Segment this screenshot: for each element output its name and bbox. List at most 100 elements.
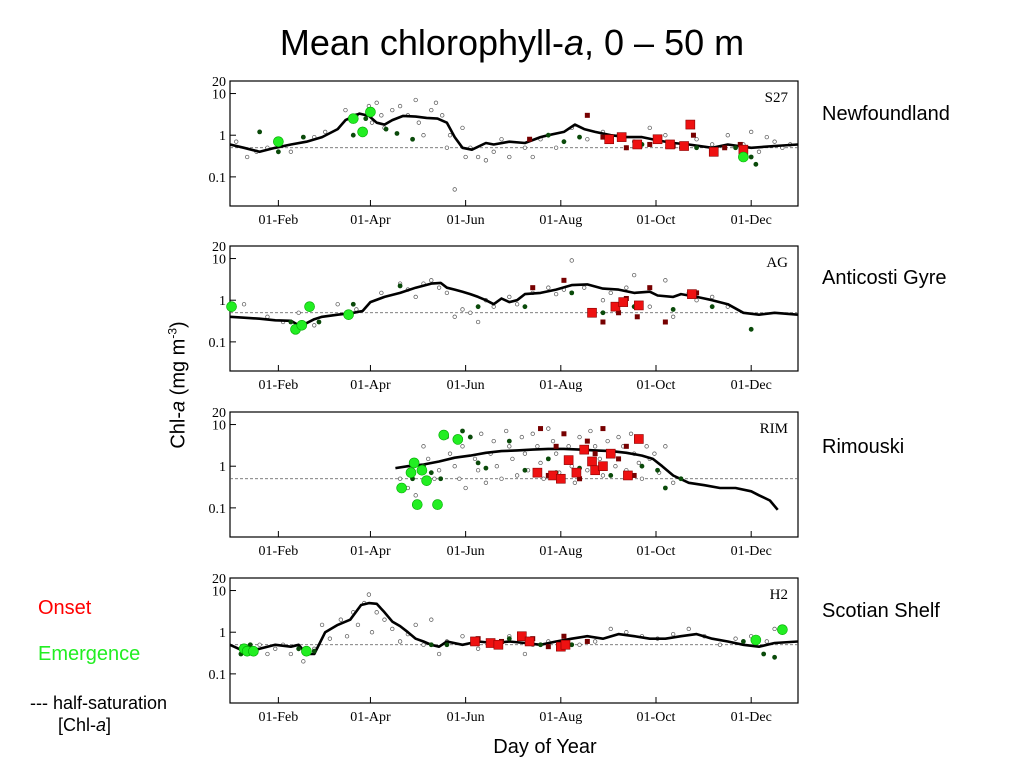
region-label-scotian-shelf: Scotian Shelf (822, 600, 940, 622)
data-point-open (241, 302, 247, 307)
emergence-marker (750, 634, 762, 646)
plot-frame (229, 80, 799, 207)
data-point-dark (444, 642, 450, 648)
data-point-open (585, 137, 590, 142)
data-point-open (550, 438, 556, 444)
onset-marker (708, 146, 719, 157)
data-point-open (569, 464, 574, 469)
data-point-open (608, 290, 613, 296)
onset-marker (679, 141, 689, 151)
data-point-open (725, 133, 730, 138)
data-point-dark (475, 460, 481, 466)
data-point-open (772, 139, 777, 144)
x-tick-label: 01-Aug (539, 544, 582, 559)
data-point-dark (733, 145, 738, 151)
y-tick-label: 10 (212, 419, 226, 434)
panel-label-h2: H2 (770, 587, 788, 603)
data-point-open (733, 636, 738, 641)
onset-marker (587, 456, 597, 467)
data-point-dark (383, 126, 389, 132)
data-point-open (457, 476, 462, 481)
data-point-open (429, 617, 434, 622)
data-point-open (507, 154, 512, 160)
y-tick-label: 10 (212, 585, 226, 600)
emergence-marker (273, 136, 284, 147)
data-point-open (288, 651, 294, 657)
data-point-dark (761, 651, 767, 657)
data-point-open (494, 464, 499, 469)
data-point-open (397, 103, 403, 109)
data-point-dark-square (545, 644, 551, 650)
data-point-open (624, 630, 629, 635)
x-tick-label: 01-Jun (447, 710, 485, 725)
data-point-open (366, 592, 372, 597)
emergence-marker (343, 309, 354, 320)
data-point-dark (655, 467, 660, 473)
data-point-open (257, 642, 262, 647)
onset-marker (634, 300, 644, 311)
emergence-marker (226, 301, 237, 312)
x-tick-label: 01-Apr (350, 544, 391, 559)
data-point-open (301, 659, 306, 664)
data-point-dark (662, 485, 668, 491)
data-point-dark (522, 304, 528, 310)
data-point-open (426, 456, 431, 462)
data-point-dark-square (631, 472, 637, 478)
data-point-open (671, 480, 676, 485)
data-point-open (436, 468, 442, 473)
data-point-open (491, 149, 496, 154)
data-point-open (541, 476, 546, 481)
data-point-dark-square (561, 277, 567, 283)
data-point-open (756, 149, 762, 154)
data-point-open (608, 626, 613, 632)
onset-marker (563, 455, 574, 465)
data-point-open (572, 480, 578, 485)
x-tick-label: 01-Dec (731, 710, 772, 725)
emergence-marker (452, 434, 464, 445)
data-point-dark-square (616, 310, 622, 316)
x-axis-label: Day of Year (493, 736, 597, 758)
data-point-open (421, 133, 426, 138)
x-tick-label: 01-Dec (731, 213, 772, 228)
emergence-marker (396, 482, 407, 494)
data-point-open (463, 485, 468, 491)
legend-onset: Onset (38, 597, 92, 619)
data-point-dark (363, 116, 369, 122)
data-point-open (546, 426, 551, 431)
data-point-open (644, 444, 649, 449)
y-tick-label: 20 (212, 406, 226, 421)
data-point-open (535, 444, 540, 449)
plot-frame (229, 577, 799, 704)
x-tick-label: 01-Apr (350, 213, 391, 228)
onset-marker (632, 139, 643, 150)
data-point-open (440, 113, 445, 118)
data-point-dark (545, 456, 551, 462)
data-point-dark-square (690, 132, 696, 138)
emergence-marker (347, 113, 359, 124)
y-axis-label: Chl-a (mg m-3) (165, 321, 190, 449)
data-point-open (296, 310, 301, 315)
x-tick-label: 01-Feb (259, 710, 299, 725)
panel-label-s27: S27 (765, 90, 789, 106)
data-point-open (569, 258, 574, 263)
data-point-open (588, 428, 593, 434)
data-point-open (632, 272, 637, 278)
y-tick-label: 10 (212, 253, 226, 268)
region-label-anticosti-gyre: Anticosti Gyre (822, 267, 947, 289)
y-tick-label: 0.1 (209, 502, 227, 517)
panel-label-rim: RIM (760, 421, 788, 437)
onset-marker (579, 444, 590, 455)
y-tick-label: 1 (219, 129, 226, 144)
x-tick-label: 01-Aug (539, 213, 582, 228)
data-point-open (605, 438, 610, 444)
data-point-open (460, 444, 465, 449)
data-point-open (273, 646, 278, 651)
data-point-dark (506, 438, 512, 444)
data-point-open (522, 145, 528, 150)
data-point-dark (350, 301, 356, 307)
data-point-open (553, 145, 559, 150)
x-tick-label: 01-Dec (731, 378, 772, 393)
data-point-dark (522, 467, 528, 473)
panel-label-ag: AG (766, 255, 788, 271)
data-point-open (413, 493, 418, 498)
